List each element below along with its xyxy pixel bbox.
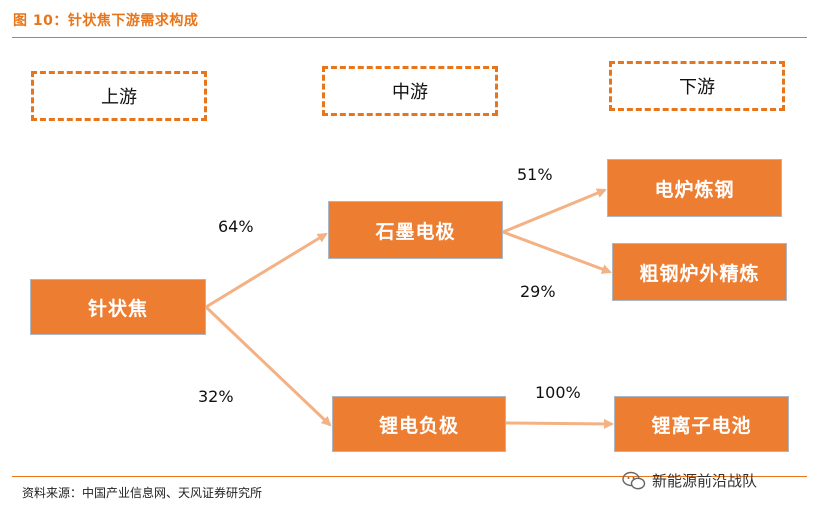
pct-needle-to-graphite: 64% <box>218 217 254 236</box>
title-rule <box>12 37 807 38</box>
node-lithium-anode: 锂电负极 <box>332 396 506 452</box>
pct-needle-to-anode: 32% <box>198 387 234 406</box>
stage-downstream: 下游 <box>609 61 785 111</box>
arrow-anode-to-battery <box>505 418 614 429</box>
node-eaf-steelmaking: 电炉炼钢 <box>607 159 782 217</box>
node-needle-coke: 针状焦 <box>30 279 206 335</box>
pct-graphite-to-refining: 29% <box>520 282 556 301</box>
arrow-needle-to-graphite <box>205 232 328 309</box>
pct-graphite-to-eaf: 51% <box>517 165 553 184</box>
arrow-needle-to-anode <box>204 305 332 427</box>
node-ladle-refining: 粗钢炉外精炼 <box>612 243 787 301</box>
wechat-icon <box>622 471 646 489</box>
watermark-text: 新能源前沿战队 <box>652 472 758 490</box>
source-note: 资料来源：中国产业信息网、天风证券研究所 <box>22 486 263 500</box>
stage-upstream: 上游 <box>31 71 207 121</box>
pct-anode-to-battery: 100% <box>535 383 581 402</box>
node-graphite-electrode: 石墨电极 <box>328 201 503 259</box>
watermark: 新能源前沿战队 <box>622 470 757 491</box>
arrow-graphite-to-refining <box>502 230 612 274</box>
figure-title: 图 10：针状焦下游需求构成 <box>13 13 199 29</box>
arrow-graphite-to-eaf <box>502 188 607 234</box>
stage-midstream: 中游 <box>322 66 498 116</box>
footer-rule <box>12 476 807 477</box>
node-lithium-battery: 锂离子电池 <box>614 396 789 452</box>
